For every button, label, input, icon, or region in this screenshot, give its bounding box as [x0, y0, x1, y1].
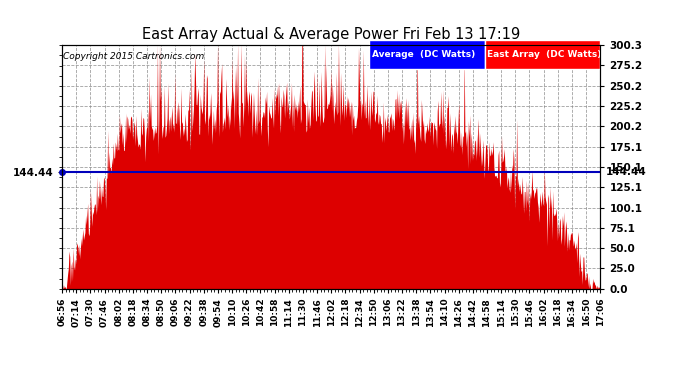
Text: Copyright 2015 Cartronics.com: Copyright 2015 Cartronics.com [63, 53, 204, 61]
Bar [484, 40, 600, 69]
Text: East Array  (DC Watts): East Array (DC Watts) [487, 50, 602, 59]
Bar [369, 40, 484, 69]
Title: East Array Actual & Average Power Fri Feb 13 17:19: East Array Actual & Average Power Fri Fe… [142, 27, 520, 42]
Text: 144.44: 144.44 [606, 166, 647, 177]
Text: Average  (DC Watts): Average (DC Watts) [371, 50, 475, 59]
